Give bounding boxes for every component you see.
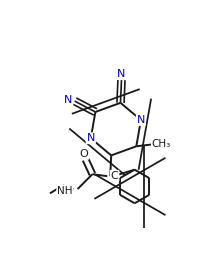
Text: N: N (117, 69, 126, 79)
Text: NH: NH (57, 186, 73, 196)
Text: C: C (111, 171, 118, 181)
Text: CH₃: CH₃ (152, 139, 171, 149)
Text: N: N (64, 95, 73, 105)
Text: O: O (80, 149, 88, 159)
Text: N: N (87, 133, 95, 143)
Text: N: N (137, 115, 145, 125)
